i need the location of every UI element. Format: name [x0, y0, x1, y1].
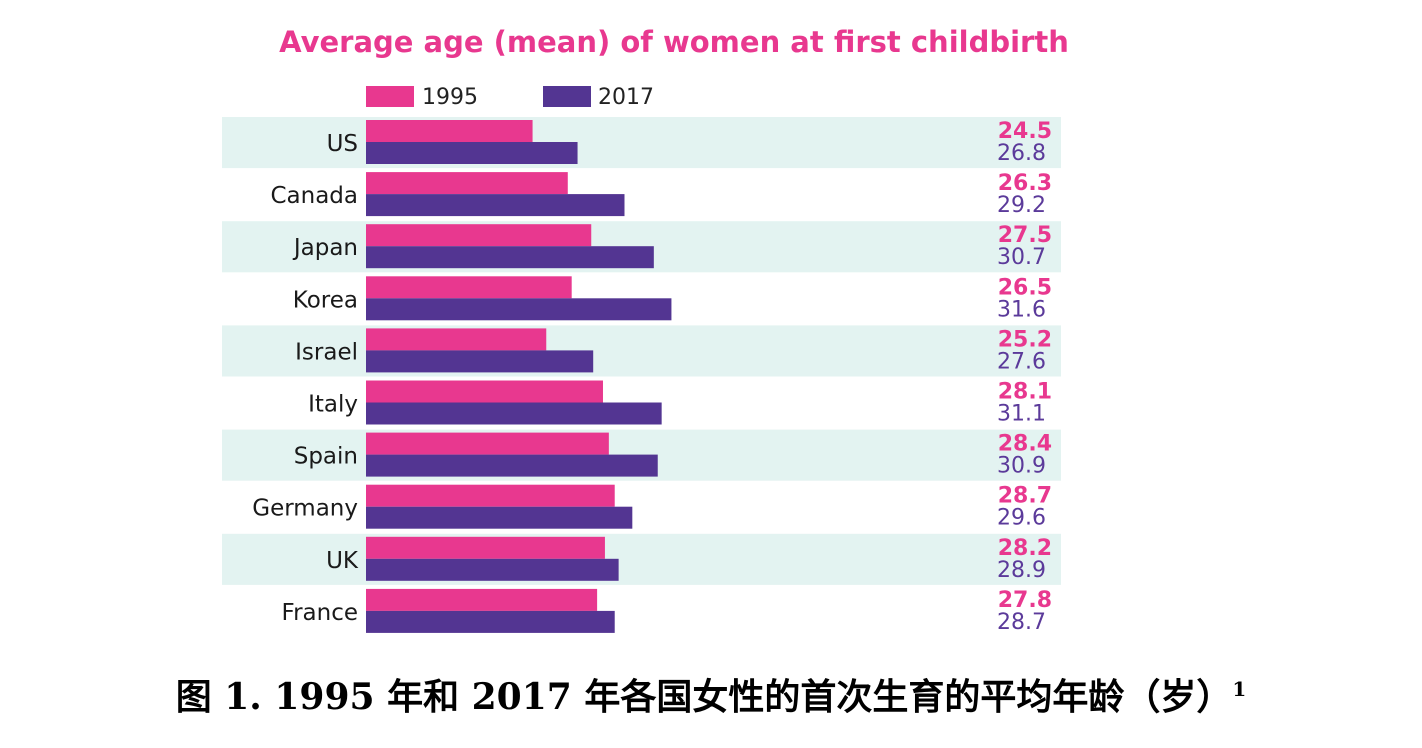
value-label-1995: 26.5	[998, 275, 1052, 300]
category-label: Italy	[308, 392, 358, 418]
bar-2017-spain	[366, 454, 658, 477]
category-labels: US Canada Japan Korea Israel Italy Spain German…	[252, 131, 359, 626]
category-label: Spain	[294, 444, 358, 470]
bar-2017-us	[366, 142, 578, 164]
value-label-1995: 24.5	[998, 119, 1052, 144]
bar-2017-uk	[366, 558, 619, 581]
value-label-2017: 30.7	[997, 245, 1046, 270]
row-band	[222, 117, 1061, 169]
bar-1995-canada	[366, 172, 568, 195]
value-labels: 24.526.8 26.329.2 27.530.7 26.531.6 25.227.6…	[997, 119, 1052, 635]
bar-1995-us	[366, 120, 533, 142]
value-label-2017: 28.7	[997, 610, 1046, 635]
value-label-2017: 30.9	[997, 454, 1046, 479]
value-label-2017: 31.1	[997, 402, 1046, 427]
legend: 1995 2017	[366, 85, 654, 110]
bar-1995-korea	[366, 276, 572, 299]
category-label: Korea	[293, 287, 358, 313]
value-label-2017: 29.6	[997, 506, 1046, 531]
legend-swatch-2017	[543, 86, 591, 107]
bar-2017-italy	[366, 402, 662, 425]
value-label-2017: 29.2	[997, 193, 1046, 218]
value-label-2017: 26.8	[997, 141, 1046, 166]
category-label: Germany	[252, 496, 358, 522]
value-label-1995: 27.8	[998, 588, 1052, 613]
bar-2017-canada	[366, 194, 625, 217]
chart: Average age (mean) of women at first chi…	[222, 25, 1069, 635]
bar-1995-france	[366, 588, 598, 611]
value-label-1995: 28.2	[998, 536, 1052, 561]
bar-1995-germany	[366, 484, 615, 507]
value-label-2017: 28.9	[997, 558, 1046, 583]
bar-2017-korea	[366, 298, 672, 321]
category-label: Japan	[292, 235, 358, 261]
category-label: Israel	[295, 339, 358, 365]
row-band	[222, 533, 1061, 585]
bar-1995-italy	[366, 380, 603, 403]
bar-1995-israel	[366, 328, 547, 351]
bar-1995-spain	[366, 432, 609, 455]
bar-2017-germany	[366, 506, 633, 529]
row-band	[222, 325, 1061, 377]
bar-1995-japan	[366, 224, 592, 247]
value-label-2017: 31.6	[997, 297, 1046, 322]
bars	[366, 120, 672, 633]
legend-label-1995: 1995	[422, 85, 478, 110]
category-label: UK	[326, 548, 359, 574]
value-label-1995: 28.7	[998, 484, 1052, 509]
value-label-1995: 26.3	[998, 171, 1052, 196]
category-label: France	[282, 600, 358, 626]
category-label: Canada	[270, 183, 358, 209]
chart-title: Average age (mean) of women at first chi…	[279, 25, 1069, 59]
bar-2017-japan	[366, 246, 654, 269]
bar-2017-france	[366, 610, 615, 633]
bar-1995-uk	[366, 536, 605, 559]
figure-caption: 图 1. 1995 年和 2017 年各国女性的首次生育的平均年龄（岁）1	[0, 668, 1422, 720]
legend-swatch-1995	[366, 86, 414, 107]
value-label-1995: 28.1	[998, 380, 1052, 405]
legend-label-2017: 2017	[598, 85, 654, 110]
value-label-1995: 27.5	[998, 223, 1052, 248]
bar-2017-israel	[366, 350, 594, 373]
category-label: US	[327, 131, 358, 157]
caption-footnote: 1	[1232, 677, 1247, 701]
value-label-1995: 28.4	[998, 432, 1052, 457]
value-label-1995: 25.2	[998, 327, 1052, 352]
value-label-2017: 27.6	[997, 349, 1046, 374]
caption-text: 图 1. 1995 年和 2017 年各国女性的首次生育的平均年龄（岁）	[175, 676, 1233, 718]
